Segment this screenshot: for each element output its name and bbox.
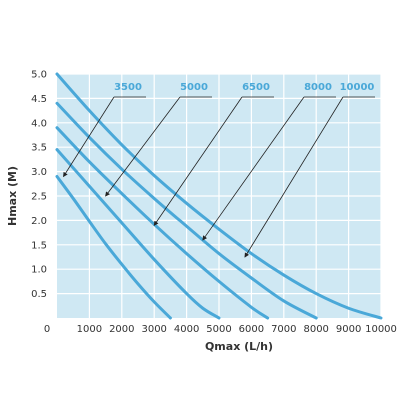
x-tick-label: 0 bbox=[44, 324, 50, 335]
x-axis-label: Qmax (L/h) bbox=[205, 340, 273, 353]
y-tick-label: 1.0 bbox=[31, 265, 47, 276]
x-axis-ticks: 0 1000 2000 3000 4000 5000 6000 7000 8000 9000 100… bbox=[44, 324, 397, 335]
grid bbox=[57, 73, 382, 318]
label-arrow-10000 bbox=[244, 96, 344, 258]
curve-3500 bbox=[55, 174, 172, 320]
x-tick-label: 1000 bbox=[77, 324, 102, 335]
curve-8000 bbox=[55, 101, 318, 320]
curves bbox=[55, 72, 383, 320]
x-tick-label: 4000 bbox=[174, 324, 199, 335]
y-tick-label: 4.0 bbox=[31, 118, 47, 129]
y-tick-label: 3.5 bbox=[31, 143, 47, 154]
x-tick-label: 6000 bbox=[239, 324, 264, 335]
y-tick-label: 3.0 bbox=[31, 167, 47, 178]
x-tick-label: 3000 bbox=[141, 324, 166, 335]
y-tick-label: 2.0 bbox=[31, 216, 47, 227]
curve-labels: 3500 5000 6500 8000 10000 bbox=[63, 82, 375, 258]
x-tick-label: 10000 bbox=[365, 324, 397, 335]
curve-5000 bbox=[55, 148, 221, 320]
curve-label-5000: 5000 bbox=[180, 82, 208, 93]
label-arrow-3500 bbox=[63, 96, 115, 178]
y-tick-label: 4.5 bbox=[31, 94, 47, 105]
label-arrow-8000 bbox=[202, 96, 305, 241]
x-tick-label: 5000 bbox=[206, 324, 231, 335]
curve-label-8000: 8000 bbox=[304, 82, 332, 93]
y-tick-label: 5.0 bbox=[31, 70, 47, 81]
curve-10000 bbox=[55, 72, 383, 320]
x-tick-label: 9000 bbox=[336, 324, 361, 335]
x-tick-label: 8000 bbox=[303, 324, 328, 335]
y-axis-ticks: 0.5 1.0 1.5 2.0 2.5 3.0 3.5 4.0 4.5 5.0 bbox=[31, 70, 47, 301]
x-tick-label: 2000 bbox=[109, 324, 134, 335]
label-arrow-6500 bbox=[153, 96, 243, 226]
label-arrow-5000 bbox=[105, 96, 181, 197]
curve-label-10000: 10000 bbox=[340, 82, 375, 93]
y-tick-label: 0.5 bbox=[31, 289, 47, 300]
y-axis-label: Hmax (M) bbox=[6, 166, 19, 226]
x-tick-label: 7000 bbox=[271, 324, 296, 335]
curve-label-3500: 3500 bbox=[114, 82, 142, 93]
y-tick-label: 1.5 bbox=[31, 240, 47, 251]
y-tick-label: 2.5 bbox=[31, 192, 47, 203]
curve-6500 bbox=[55, 126, 270, 320]
curve-label-6500: 6500 bbox=[242, 82, 270, 93]
